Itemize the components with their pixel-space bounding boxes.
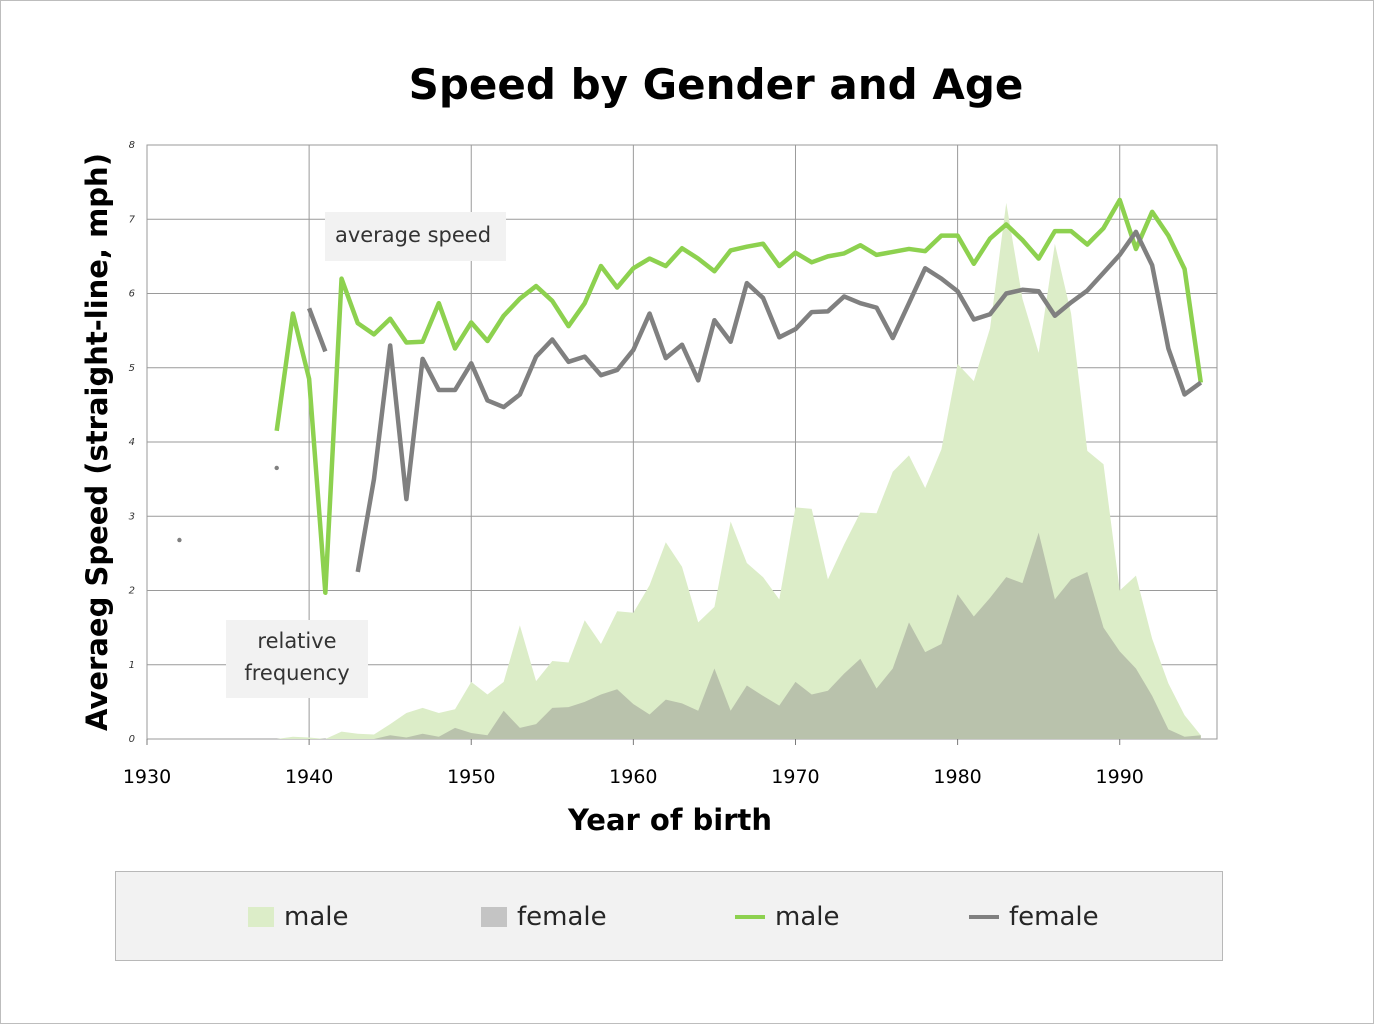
legend-item-male-area: male <box>248 900 348 934</box>
area-series-male <box>276 202 1201 740</box>
y-tick-label: 2 <box>129 586 135 597</box>
x-tick-label: 1930 <box>123 766 171 788</box>
chart-title: Speed by Gender and Age <box>409 60 1024 109</box>
line-series-layer <box>177 197 1204 595</box>
legend-label-male-area: male <box>284 902 349 932</box>
x-tick-label: 1990 <box>1096 766 1144 788</box>
legend-label-female-line: female <box>1009 902 1099 932</box>
y-tick-label: 0 <box>129 734 135 745</box>
line-series-male <box>274 197 1204 595</box>
annotation-average-speed: average speed <box>325 212 506 261</box>
y-tick-label: 5 <box>129 363 135 374</box>
area-series-layer <box>276 202 1201 740</box>
annotation-relative-frequency: relative frequency <box>226 620 368 698</box>
data-point-female <box>274 465 279 471</box>
y-tick-label: 6 <box>129 289 135 300</box>
annotation-average-speed-text: average speed <box>335 223 491 247</box>
annotation-relative-frequency-text: relative frequency <box>244 629 349 685</box>
x-tick-label: 1970 <box>771 766 819 788</box>
legend-item-female-line: female <box>969 900 1099 934</box>
legend-swatch-male-area <box>248 907 274 927</box>
x-tick-label: 1980 <box>933 766 981 788</box>
y-tick-label: 4 <box>129 437 135 448</box>
data-point-female <box>177 537 182 543</box>
y-axis-label: Averaeg Speed (straight-line, mph) <box>80 153 114 731</box>
x-axis-label: Year of birth <box>567 803 772 837</box>
legend-item-female-area: female <box>481 900 607 934</box>
line-series-female <box>307 229 1203 573</box>
x-tick-label: 1950 <box>447 766 495 788</box>
area-series-female <box>276 532 1201 739</box>
x-tick-label: 1960 <box>609 766 657 788</box>
legend-label-male-line: male <box>775 902 840 932</box>
y-tick-label: 1 <box>129 660 135 671</box>
legend-label-female-area: female <box>517 902 607 932</box>
annotation-relative-frequency-line: relative <box>257 629 336 653</box>
annotation-relative-frequency-line: frequency <box>244 661 349 685</box>
legend-swatch-female-area <box>481 907 507 927</box>
axes: 0 1 2 3 4 5 6 7 8 1930 1940 1950 1960 1970 1980 1990 <box>123 140 1144 788</box>
x-tick-label: 1940 <box>285 766 333 788</box>
legend-swatch-female-line <box>969 915 999 919</box>
y-tick-label: 3 <box>129 511 135 522</box>
legend-swatch-male-line <box>735 915 765 919</box>
legend: male female male female <box>115 871 1223 961</box>
y-tick-label: 7 <box>129 214 136 225</box>
y-tick-label: 8 <box>129 140 135 151</box>
legend-item-male-line: male <box>735 900 839 934</box>
